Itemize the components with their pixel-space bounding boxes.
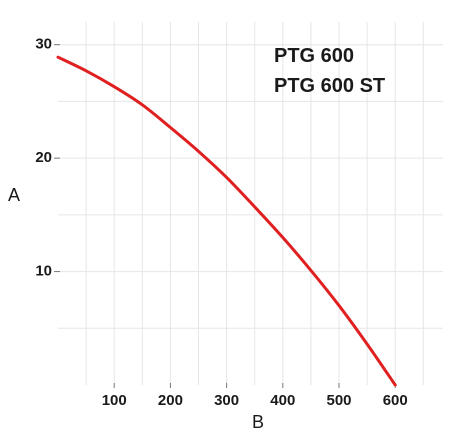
x-tick-label: 400	[270, 392, 295, 409]
x-tick-label: 500	[327, 392, 352, 409]
annotation-ptg-600-st: PTG 600 ST	[274, 75, 385, 97]
x-tick-label: 600	[383, 392, 408, 409]
y-axis-label: A	[8, 185, 20, 205]
y-tick-label: 10	[35, 263, 52, 280]
y-tick-label: 20	[35, 149, 52, 166]
x-tick-label: 200	[158, 392, 183, 409]
grid	[58, 22, 443, 385]
series-line-1	[56, 55, 397, 387]
y-tick-label: 30	[35, 36, 52, 53]
x-tick-label: 100	[102, 392, 127, 409]
x-axis-label: B	[252, 412, 264, 431]
annotation-ptg-600: PTG 600	[274, 45, 354, 67]
x-tick-label: 300	[214, 392, 239, 409]
axis-ticks: 10 20 30 100 200 300 400 500 600	[35, 36, 407, 409]
series-group	[56, 55, 397, 387]
